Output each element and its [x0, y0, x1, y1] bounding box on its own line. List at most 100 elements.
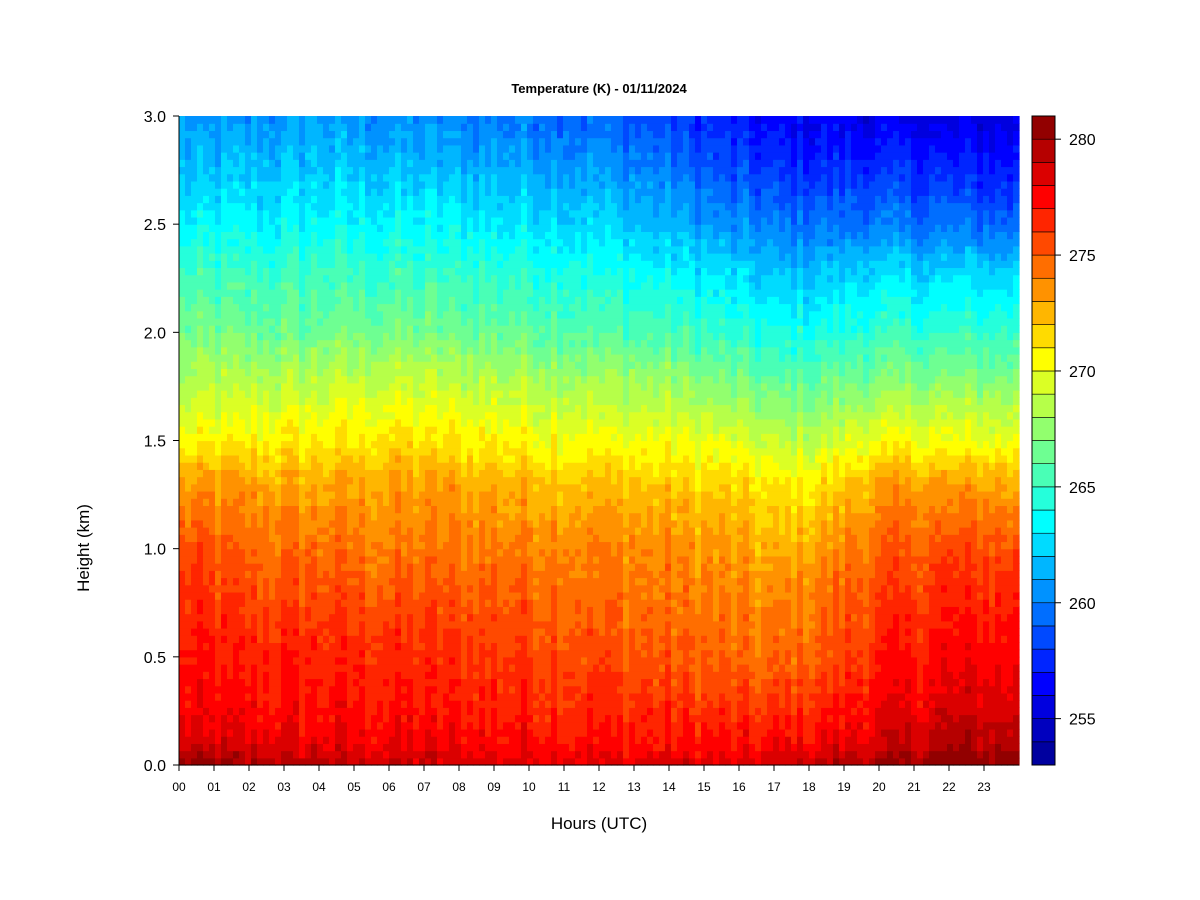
heatmap-cell — [335, 498, 342, 506]
heatmap-cell — [443, 245, 450, 254]
heatmap-cell — [341, 238, 348, 247]
heatmap-cell — [491, 130, 498, 139]
heatmap-cell — [443, 447, 450, 456]
heatmap-cell — [293, 440, 300, 449]
heatmap-cell — [479, 411, 486, 420]
heatmap-cell — [257, 137, 264, 146]
heatmap-cell — [335, 418, 342, 427]
heatmap-cell — [323, 224, 330, 232]
heatmap-cell — [383, 591, 390, 600]
heatmap-cell — [473, 483, 480, 492]
heatmap-cell — [467, 310, 474, 319]
heatmap-cell — [431, 173, 438, 182]
heatmap-cell — [389, 332, 396, 341]
heatmap-cell — [407, 209, 414, 218]
heatmap-cell — [431, 642, 438, 651]
heatmap-cell — [401, 144, 408, 153]
heatmap-cell — [479, 527, 486, 535]
heatmap-cell — [227, 361, 234, 369]
heatmap-cell — [431, 671, 438, 680]
heatmap-cell — [275, 216, 282, 225]
heatmap-cell — [329, 714, 336, 723]
heatmap-cell — [377, 750, 384, 759]
heatmap-cell — [197, 563, 204, 571]
heatmap-cell — [491, 325, 498, 333]
heatmap-cell — [293, 137, 300, 146]
heatmap-cell — [461, 245, 468, 254]
heatmap-cell — [479, 714, 486, 723]
heatmap-cell — [245, 454, 252, 463]
heatmap-cell — [179, 281, 186, 290]
heatmap-cell — [269, 534, 276, 543]
heatmap-cell — [227, 289, 234, 297]
heatmap-cell — [179, 700, 186, 708]
heatmap-cell — [215, 519, 222, 528]
heatmap-cell — [413, 245, 420, 254]
heatmap-cell — [347, 555, 354, 564]
heatmap-cell — [371, 144, 378, 153]
heatmap-cell — [371, 130, 378, 139]
heatmap-cell — [401, 505, 408, 514]
heatmap-cell — [329, 368, 336, 377]
heatmap-cell — [197, 245, 204, 254]
heatmap-cell — [443, 483, 450, 492]
heatmap-cell — [251, 173, 258, 182]
heatmap-cell — [323, 325, 330, 333]
heatmap-cell — [419, 361, 426, 369]
heatmap-cell — [491, 375, 498, 384]
heatmap-cell — [179, 454, 186, 463]
heatmap-cell — [191, 671, 198, 680]
heatmap-cell — [461, 548, 468, 557]
heatmap-cell — [485, 238, 492, 247]
heatmap-cell — [305, 289, 312, 297]
heatmap-cell — [395, 577, 402, 586]
heatmap-cell — [437, 433, 444, 442]
heatmap-cell — [377, 462, 384, 470]
heatmap-cell — [335, 267, 342, 276]
heatmap-cell — [347, 339, 354, 348]
heatmap-cell — [323, 555, 330, 564]
heatmap-cell — [251, 454, 258, 463]
heatmap-cell — [497, 541, 504, 550]
heatmap-cell — [287, 707, 294, 716]
heatmap-cell — [365, 144, 372, 153]
heatmap-cell — [185, 418, 192, 427]
heatmap-cell — [203, 433, 210, 442]
heatmap-cell — [437, 671, 444, 680]
heatmap-cell — [329, 736, 336, 744]
heatmap-cell — [233, 685, 240, 694]
heatmap-cell — [413, 469, 420, 478]
heatmap-cell — [413, 476, 420, 485]
heatmap-cell — [203, 642, 210, 651]
heatmap-cell — [287, 202, 294, 211]
heatmap-cell — [185, 728, 192, 737]
heatmap-cell — [473, 498, 480, 506]
heatmap-cell — [437, 260, 444, 269]
heatmap-cell — [209, 606, 216, 615]
heatmap-cell — [263, 346, 270, 355]
heatmap-cell — [203, 209, 210, 218]
heatmap-cell — [263, 462, 270, 470]
heatmap-cell — [245, 260, 252, 269]
heatmap-cell — [455, 260, 462, 269]
heatmap-cell — [461, 505, 468, 514]
heatmap-cell — [419, 476, 426, 485]
heatmap-cell — [209, 274, 216, 283]
heatmap-cell — [347, 188, 354, 196]
heatmap-cell — [437, 188, 444, 196]
heatmap-cell — [239, 570, 246, 579]
heatmap-cell — [269, 642, 276, 651]
heatmap-cell — [179, 692, 186, 701]
heatmap-cell — [503, 188, 510, 196]
heatmap-cell — [293, 469, 300, 478]
heatmap-cell — [485, 404, 492, 413]
heatmap-cell — [311, 577, 318, 586]
heatmap-cell — [257, 476, 264, 485]
heatmap-cell — [275, 519, 282, 528]
heatmap-cell — [263, 231, 270, 240]
heatmap-cell — [359, 678, 366, 687]
heatmap-cell — [347, 173, 354, 182]
heatmap-cell — [347, 375, 354, 384]
heatmap-cell — [221, 267, 228, 276]
heatmap-cell — [251, 274, 258, 283]
